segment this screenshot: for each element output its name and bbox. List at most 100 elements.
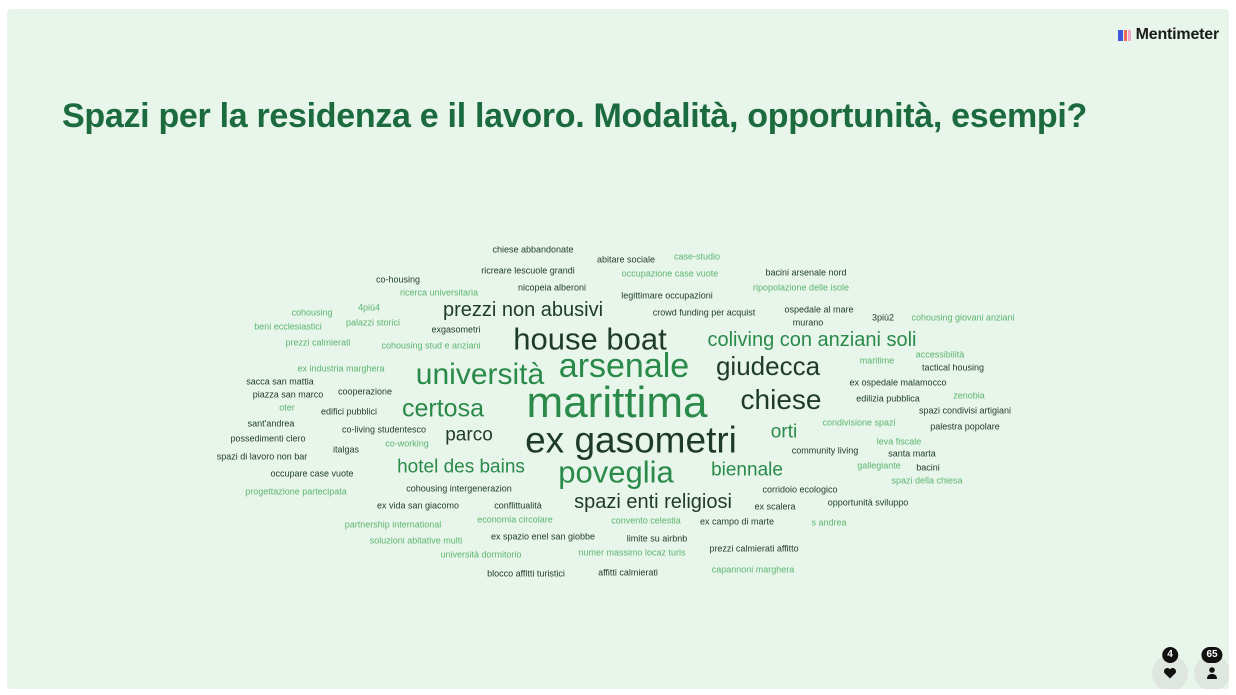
word-cloud-item: orti (770, 421, 798, 443)
word-cloud-item: partnership international (344, 519, 442, 530)
word-cloud-item: tactical housing (921, 362, 985, 373)
heart-reaction-button[interactable]: 4 (1152, 647, 1188, 689)
presentation-slide: Mentimeter Spazi per la residenza e il l… (7, 9, 1229, 689)
word-cloud-item: exgasometri (431, 324, 481, 335)
word-cloud-item: occupazione case vuote (621, 268, 719, 279)
word-cloud-item: palestra popolare (930, 421, 1000, 432)
word-cloud-item: palazzi storici (345, 317, 401, 328)
word-cloud-item: gallegiante (857, 460, 901, 471)
person-icon (1207, 667, 1217, 679)
word-cloud-item: sant'andrea (247, 418, 295, 429)
word-cloud-item: ex spazio enel san giobbe (490, 531, 596, 542)
word-cloud-item: community living (791, 445, 859, 456)
word-cloud-item: s andrea (811, 517, 847, 528)
word-cloud-item: piazza san marco (252, 389, 324, 400)
brand-name: Mentimeter (1135, 26, 1220, 43)
word-cloud-item: blocco affitti turistici (487, 568, 565, 579)
word-cloud-item: certosa (402, 394, 484, 423)
word-cloud-item: parco (445, 424, 493, 446)
word-cloud-item: limite su airbnb (626, 533, 688, 544)
word-cloud-item: maritime (859, 355, 895, 366)
word-cloud-item: bacini (916, 462, 940, 473)
participants-count-badge: 65 (1201, 647, 1223, 663)
word-cloud-item: cohousing intergenerazion (406, 483, 512, 494)
word-cloud-item: 4più4 (357, 302, 381, 313)
word-cloud-item: ex vida san giacomo (376, 500, 460, 511)
word-cloud-item: edilizia pubblica (856, 393, 920, 404)
word-cloud-item: possedimenti clero (230, 433, 306, 444)
word-cloud-item: prezzi calmierati (285, 337, 351, 348)
word-cloud-item: ex campo di marte (699, 516, 775, 527)
word-cloud-item: zenobia (953, 390, 985, 401)
word-cloud: marittima ex gasometri arsenale house boat p… (7, 9, 1229, 689)
word-cloud-item: santa marta (888, 448, 936, 459)
word-cloud-item: cohousing stud e anziani (381, 340, 481, 351)
word-cloud-item: cohousing giovani anziani (911, 312, 1015, 323)
word-cloud-item: crowd funding per acquist (652, 307, 756, 318)
word-cloud-item: cooperazione (337, 386, 393, 397)
word-cloud-item: spazi della chiesa (891, 475, 963, 486)
word-cloud-item: oter (279, 402, 295, 413)
word-cloud-item: biennale (711, 459, 783, 481)
word-cloud-item: corridoio ecologico (762, 484, 838, 495)
word-cloud-item: chiese abbandonate (492, 244, 574, 255)
word-cloud-item: convento celestia (611, 515, 681, 526)
slide-title: Spazi per la residenza e il lavoro. Moda… (62, 97, 1087, 135)
word-cloud-item: nicopeia alberoni (517, 282, 587, 293)
word-cloud-item: coliving con anziani soli (707, 329, 917, 351)
word-cloud-item: hotel des bains (397, 456, 525, 478)
word-cloud-item: bacini arsenale nord (765, 267, 847, 278)
word-cloud-item: conflittualità (494, 500, 542, 511)
heart-count-badge: 4 (1162, 647, 1178, 663)
word-cloud-item: ex ospedale malamocco (849, 377, 947, 388)
word-cloud-item: italgas (332, 444, 360, 455)
word-cloud-item: spazi enti religiosi (574, 491, 732, 513)
heart-icon (1163, 667, 1177, 679)
word-cloud-item: capannoni marghera (711, 564, 795, 575)
word-cloud-item: prezzi calmierati affitto (709, 543, 799, 554)
word-cloud-item: house boat (513, 321, 667, 357)
word-cloud-item: co-working (385, 438, 429, 449)
word-cloud-item: prezzi non abusivi (442, 299, 604, 321)
word-cloud-item: opportunità sviluppo (827, 497, 909, 508)
word-cloud-item: ex industria marghera (297, 363, 385, 374)
word-cloud-item: marittima (526, 378, 708, 427)
word-cloud-item: co-living studentesco (341, 424, 427, 435)
word-cloud-item: chiese (740, 384, 822, 415)
word-cloud-item: università (415, 358, 545, 391)
mentimeter-logo-icon (1117, 29, 1131, 41)
word-cloud-item: occupare case vuote (270, 468, 354, 479)
word-cloud-item: affitti calmierati (598, 567, 658, 578)
word-cloud-item: condivisione spazi (822, 417, 896, 428)
word-cloud-item: co-housing (375, 274, 421, 285)
word-cloud-item: progettazione partecipata (245, 486, 347, 497)
word-cloud-item: arsenale (558, 347, 690, 385)
word-cloud-item: cohousing (291, 307, 333, 318)
word-cloud-item: ricerca universitaria (399, 287, 479, 298)
word-cloud-item: università dormitorio (440, 549, 522, 560)
word-cloud-item: ex gasometri (525, 419, 737, 461)
word-cloud-item: economia circolare (477, 514, 553, 525)
word-cloud-item: abitare sociale (596, 254, 656, 265)
participants-button[interactable]: 65 (1194, 647, 1229, 689)
word-cloud-item: numer massimo locaz turis (578, 547, 686, 558)
word-cloud-item: beni ecclesiastici (254, 321, 322, 332)
word-cloud-item: ex scalera (754, 501, 796, 512)
word-cloud-item: poveglia (558, 454, 674, 490)
word-cloud-item: ospedale al mare (784, 304, 854, 315)
word-cloud-item: spazi condivisi artigiani (918, 405, 1012, 416)
word-cloud-item: murano (792, 317, 824, 328)
word-cloud-item: ripopolazione delle isole (752, 282, 850, 293)
word-cloud-item: 3più2 (871, 312, 895, 323)
word-cloud-item: soluzioni abitative multi (369, 535, 463, 546)
word-cloud-item: leva fiscale (876, 436, 922, 447)
mentimeter-brand: Mentimeter (1117, 26, 1220, 44)
word-cloud-item: accessibilità (915, 349, 965, 360)
word-cloud-item: edifici pubblici (320, 406, 378, 417)
word-cloud-item: case-studio (673, 251, 721, 262)
word-cloud-item: ricreare lescuole grandi (481, 265, 575, 276)
word-cloud-item: sacca san mattia (246, 376, 314, 387)
word-cloud-item: giudecca (715, 351, 821, 381)
word-cloud-item: spazi di lavoro non bar (216, 451, 308, 462)
word-cloud-item: legittimare occupazioni (621, 290, 713, 301)
